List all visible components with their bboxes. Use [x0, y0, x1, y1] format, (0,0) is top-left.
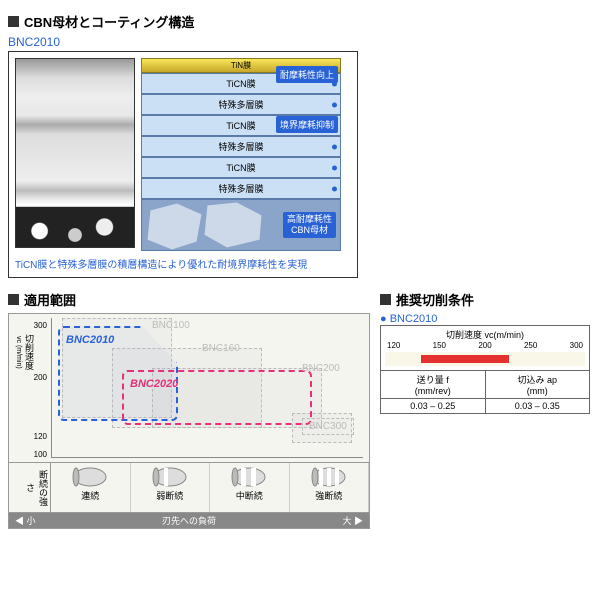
speed-tick: 150 [433, 341, 446, 350]
zone-label: BNC2010 [66, 334, 114, 346]
zone-label: BNC160 [202, 343, 240, 354]
y-tick: 100 [34, 450, 47, 459]
y-tick: 120 [34, 432, 47, 441]
product-label-1: BNC2010 [8, 35, 592, 49]
layer-callout: 耐摩耗性向上 [276, 66, 338, 83]
arrow-mid-label: 刃先への負荷 [162, 514, 216, 527]
cond-col-header: 切込み ap(mm) [485, 371, 590, 399]
substrate-layer: 高耐摩耗性CBN母材 [141, 199, 341, 251]
layer-stack: TiN膜 TiCN膜特殊多層膜TiCN膜特殊多層膜TiCN膜特殊多層膜 高耐摩耗… [141, 58, 341, 251]
interruption-cell: 強断続 [290, 463, 370, 512]
section1-caption: TiCN膜と特殊多層膜の積層構造により優れた耐境界摩耗性を実現 [15, 256, 351, 271]
coating-layer: 特殊多層膜 [141, 94, 341, 115]
zone-label: BNC100 [152, 320, 190, 331]
section2-title: 適用範囲 [8, 290, 370, 309]
zone-label: BNC2020 [130, 378, 178, 390]
speed-bar [385, 352, 585, 366]
arrow-right-icon: 大 ▶ [342, 514, 363, 527]
arrow-left-icon: ◀ 小 [15, 514, 36, 527]
cond-col-header: 送り量 f(mm/rev) [381, 371, 486, 399]
cond-col-value: 0.03 – 0.25 [381, 399, 486, 414]
load-arrow-row: ◀ 小 刃先への負荷 大 ▶ [8, 513, 370, 529]
interruption-cell: 中断続 [210, 463, 290, 512]
section1-title: CBN母材とコーティング構造 [8, 12, 592, 31]
speed-header: 切削速度 vc(m/min) 120150200250300 [381, 326, 590, 371]
coating-layer: 特殊多層膜 [141, 136, 341, 157]
product-label-3: ● BNC2010 [380, 313, 590, 325]
conditions-table: 切削速度 vc(m/min) 120150200250300 送り量 f(mm/… [380, 325, 590, 414]
zone-label: BNC300 [302, 418, 354, 435]
y-tick: 200 [34, 373, 47, 382]
coating-structure-box: TiN膜 TiCN膜特殊多層膜TiCN膜特殊多層膜TiCN膜特殊多層膜 高耐摩耗… [8, 51, 358, 278]
section3-title: 推奨切削条件 [380, 290, 590, 309]
coating-layer: TiCN膜 [141, 157, 341, 178]
zone-label: BNC200 [302, 363, 340, 374]
layer-callout: 境界摩耗抑制 [276, 116, 338, 133]
speed-tick: 200 [478, 341, 491, 350]
y-tick: 300 [34, 321, 47, 330]
interruption-cell: 弱断続 [131, 463, 211, 512]
speed-tick: 120 [387, 341, 400, 350]
coating-layer: 特殊多層膜 [141, 178, 341, 199]
applicability-chart: 切削速度vc (m/min) 300200120100 BNC2010BNC20… [8, 313, 370, 463]
cond-col-value: 0.03 – 0.35 [485, 399, 590, 414]
footer-row-label: 断続の強さ [9, 463, 51, 512]
speed-tick: 250 [524, 341, 537, 350]
interruption-row: 断続の強さ 連続弱断続中断続強断続 [8, 463, 370, 513]
speed-tick: 300 [570, 341, 583, 350]
substrate-callout: 高耐摩耗性CBN母材 [283, 212, 336, 238]
micrograph-image [15, 58, 135, 248]
interruption-cell: 連続 [51, 463, 131, 512]
